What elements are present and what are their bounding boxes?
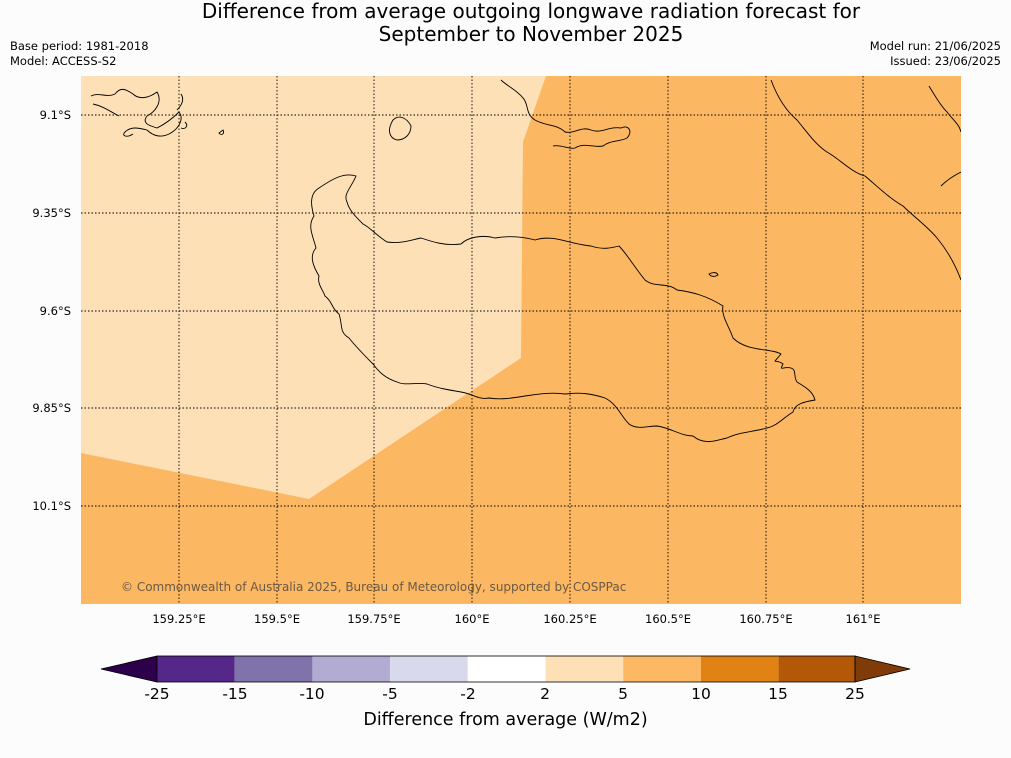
lat-label: 9.85°S bbox=[32, 401, 71, 415]
model-text: Model: ACCESS-S2 bbox=[10, 54, 117, 68]
copyright-notice: © Commonwealth of Australia 2025, Bureau… bbox=[121, 580, 627, 594]
lon-label: 159.75°E bbox=[347, 612, 401, 626]
base-period-text: Base period: 1981-2018 bbox=[10, 39, 149, 53]
colorbar-swatch bbox=[545, 656, 624, 682]
colorbar-swatch bbox=[234, 656, 313, 682]
coastline-small-island bbox=[389, 116, 412, 141]
lon-label: 160°E bbox=[454, 612, 490, 626]
colorbar-tick: -15 bbox=[222, 685, 248, 703]
map-panel bbox=[81, 76, 961, 604]
colorbar-extend-low bbox=[100, 655, 158, 683]
colorbar-tick: -25 bbox=[144, 685, 170, 703]
title-line-2: September to November 2025 bbox=[378, 22, 684, 46]
lon-label: 160.75°E bbox=[739, 612, 793, 626]
coastline-islet-east bbox=[708, 272, 719, 277]
region-2-to-5 bbox=[81, 76, 546, 499]
colorbar-tick: 15 bbox=[768, 685, 788, 703]
colorbar-tick: -2 bbox=[460, 685, 476, 703]
chart-title: Difference from average outgoing longwav… bbox=[0, 0, 1011, 46]
lon-label: 160.5°E bbox=[645, 612, 691, 626]
issued-text: Issued: 23/06/2025 bbox=[890, 54, 1001, 68]
lon-label: 159.25°E bbox=[152, 612, 206, 626]
meta-right: Model run: 21/06/2025 Issued: 23/06/2025 bbox=[870, 39, 1001, 69]
lon-label: 160.25°E bbox=[543, 612, 597, 626]
colorbar bbox=[100, 655, 911, 683]
model-run-text: Model run: 21/06/2025 bbox=[869, 39, 1001, 53]
meta-left: Base period: 1981-2018 Model: ACCESS-S2 bbox=[10, 39, 149, 69]
colorbar-swatch bbox=[390, 656, 468, 682]
colorbar-tick: 25 bbox=[845, 685, 865, 703]
lon-label: 161°E bbox=[845, 612, 881, 626]
coastline-north-central bbox=[500, 79, 631, 149]
lat-label: 9.1°S bbox=[39, 108, 71, 122]
title-line-1: Difference from average outgoing longwav… bbox=[201, 0, 861, 23]
colorbar-swatch bbox=[778, 656, 855, 682]
colorbar-swatch bbox=[467, 656, 546, 682]
colorbar-swatch bbox=[623, 656, 701, 682]
lon-label: 159.5°E bbox=[254, 612, 300, 626]
colorbar-tick: 10 bbox=[691, 685, 711, 703]
colorbar-tick: 2 bbox=[540, 685, 550, 703]
coastline-guadalcanal bbox=[310, 174, 816, 443]
colorbar-extend-high bbox=[854, 655, 911, 683]
coastlines bbox=[90, 79, 961, 443]
coastline-north-east bbox=[770, 79, 961, 281]
lat-label: 10.1°S bbox=[32, 499, 71, 513]
lat-label: 9.35°S bbox=[32, 206, 71, 220]
colorbar-tick: 5 bbox=[618, 685, 628, 703]
colorbar-label: Difference from average (W/m2) bbox=[363, 710, 648, 730]
graticule bbox=[81, 76, 961, 604]
colorbar-tick: -5 bbox=[382, 685, 398, 703]
colorbar-swatch bbox=[700, 656, 779, 682]
colorbar-tick: -10 bbox=[299, 685, 325, 703]
colorbar-swatch bbox=[312, 656, 391, 682]
lat-label: 9.6°S bbox=[39, 304, 71, 318]
coastline-north-west bbox=[90, 88, 224, 137]
colorbar-swatch bbox=[157, 656, 235, 682]
